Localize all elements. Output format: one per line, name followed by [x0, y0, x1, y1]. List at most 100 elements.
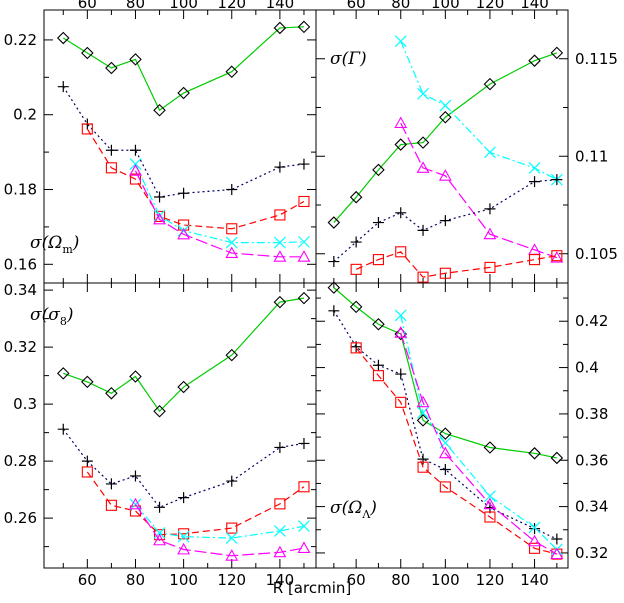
data-point-plus — [529, 523, 541, 535]
series-magenta-triangle-longdash — [129, 497, 311, 561]
y-tick-label: 0.16 — [4, 255, 37, 273]
data-point-diamond — [483, 77, 497, 91]
data-point-triangle — [153, 212, 166, 225]
data-point-square — [484, 261, 496, 273]
data-point-square — [350, 342, 362, 354]
data-point-plus — [395, 207, 407, 219]
data-point-plus — [439, 215, 451, 227]
data-point-triangle — [438, 169, 452, 181]
series-line — [355, 347, 558, 555]
data-point-triangle — [416, 161, 430, 173]
data-point-cross — [298, 235, 310, 248]
data-point-square — [81, 123, 93, 135]
x-tick-label: 140 — [266, 571, 295, 589]
y-tick-label: 0.42 — [575, 312, 608, 330]
data-point-triangle — [273, 545, 287, 558]
data-point-diamond — [327, 281, 341, 294]
data-point-plus — [129, 144, 141, 156]
data-point-triangle — [177, 542, 191, 555]
data-point-plus — [328, 256, 340, 268]
y-tick-label: 0.105 — [575, 245, 618, 263]
data-point-triangle — [153, 533, 166, 546]
data-point-plus — [178, 492, 190, 504]
data-point-square — [274, 498, 286, 510]
series-red-square-dashed — [350, 342, 563, 560]
data-point-diamond — [225, 65, 239, 78]
data-point-plus — [298, 158, 310, 170]
x-tick-label: 120 — [217, 571, 246, 589]
data-point-square — [528, 542, 541, 554]
data-point-diamond — [273, 295, 287, 309]
data-point-cross — [528, 521, 541, 534]
data-point-triangle — [394, 326, 408, 338]
series-cyan-cross-dashdot — [129, 498, 310, 544]
y-tick-label: 0.4 — [575, 359, 599, 377]
data-point-triangle — [394, 116, 408, 129]
data-point-square — [439, 267, 451, 279]
data-point-plus — [81, 455, 93, 467]
y-tick-label: 0.28 — [4, 452, 37, 470]
data-point-plus — [551, 174, 563, 186]
data-point-triangle — [483, 227, 497, 240]
data-point-diamond — [550, 46, 564, 60]
data-point-square — [153, 210, 166, 222]
series-red-square-dashed — [81, 123, 310, 235]
data-point-cross — [439, 99, 452, 112]
y-tick-label: 0.34 — [4, 281, 37, 299]
data-point-diamond — [550, 451, 564, 465]
series-green-diamond-solid — [327, 281, 564, 465]
data-point-square — [439, 481, 451, 493]
panels-layer: 60 80 100 120 140 0.16 0.18 0.2 0.22 σ(Ωm) 60 80 100… — [4, 0, 618, 589]
data-point-cross — [439, 436, 452, 449]
data-point-square — [226, 522, 238, 534]
data-point-plus — [417, 224, 429, 236]
data-point-triangle — [438, 446, 452, 459]
data-point-cross — [273, 525, 286, 537]
series-black-plus-dotted — [57, 423, 310, 513]
data-point-square — [298, 481, 310, 493]
series-line — [63, 297, 305, 413]
y-tick-label: 0.115 — [575, 50, 618, 68]
data-point-triangle — [550, 251, 564, 263]
data-point-cross — [177, 224, 190, 237]
x-tick-label: 100 — [431, 571, 460, 589]
series-line — [400, 315, 558, 550]
data-point-diamond — [528, 447, 541, 460]
data-point-square — [528, 254, 541, 266]
series-line — [86, 128, 305, 230]
panel-label: σ(Γ) — [330, 49, 367, 69]
series-line — [400, 122, 558, 259]
y-tick-label: 0.18 — [4, 181, 37, 199]
x-tick-label: 100 — [169, 571, 198, 589]
x-tick-label: 60 — [347, 571, 366, 589]
data-point-triangle — [483, 497, 497, 510]
x-tick-label: 60 — [78, 571, 97, 589]
data-point-plus — [372, 217, 384, 229]
data-point-cross — [394, 309, 407, 322]
data-point-diamond — [273, 21, 287, 35]
series-red-square-dashed — [81, 466, 310, 541]
data-point-diamond — [416, 136, 430, 149]
data-point-triangle — [297, 250, 311, 262]
x-tick-label: 60 — [347, 0, 366, 12]
series-cyan-cross-dashdot — [394, 35, 563, 186]
series-line — [62, 428, 305, 509]
x-tick-label: 80 — [391, 0, 410, 12]
data-point-cross — [225, 236, 238, 249]
data-point-plus — [57, 81, 69, 93]
series-magenta-triangle-longdash — [394, 116, 564, 263]
data-point-plus — [226, 184, 238, 196]
data-point-cross — [273, 236, 286, 249]
data-point-square — [129, 173, 142, 185]
panel-label: σ(ΩΛ) — [330, 498, 377, 521]
x-tick-label: 140 — [266, 0, 295, 12]
series-line — [333, 310, 558, 540]
data-point-diamond — [349, 190, 363, 204]
data-point-triangle — [550, 547, 564, 560]
data-point-plus — [274, 441, 286, 453]
y-tick-label: 0.32 — [575, 544, 608, 562]
x-tick-label: 80 — [126, 0, 145, 12]
y-tick-label: 0.34 — [575, 498, 608, 516]
data-point-cross — [417, 87, 429, 100]
data-point-triangle — [177, 227, 191, 240]
